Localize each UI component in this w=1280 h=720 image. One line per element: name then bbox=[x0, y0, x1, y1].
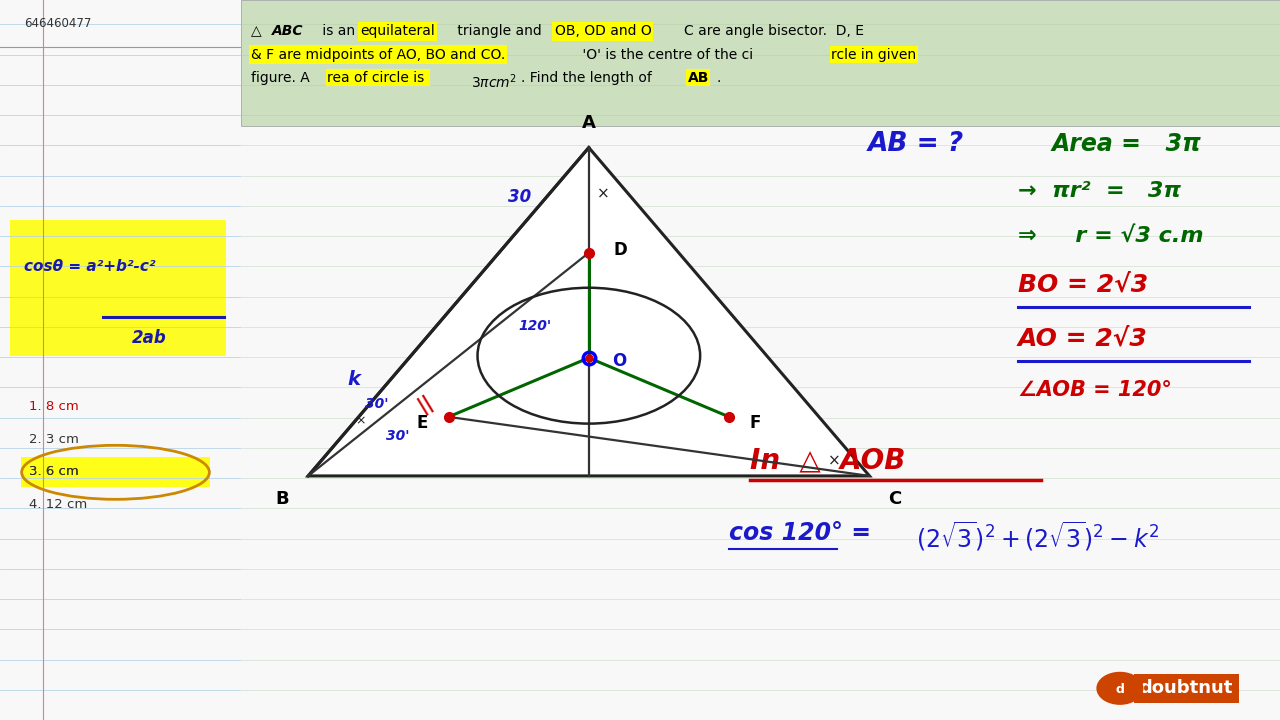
Text: →  πr²  =   3π: → πr² = 3π bbox=[1018, 181, 1181, 201]
Text: cos 120° =: cos 120° = bbox=[730, 521, 872, 545]
Text: ∠AOB = 120°: ∠AOB = 120° bbox=[1018, 380, 1172, 400]
Text: ×: × bbox=[598, 187, 609, 202]
Circle shape bbox=[1097, 672, 1143, 704]
Text: B: B bbox=[276, 490, 289, 508]
Text: E: E bbox=[416, 413, 428, 432]
Text: 4. 12 cm: 4. 12 cm bbox=[29, 498, 87, 510]
Text: AB: AB bbox=[687, 71, 709, 84]
Text: cosθ = a²+b²-c²: cosθ = a²+b²-c² bbox=[24, 259, 156, 274]
Text: 'O' is the centre of the ci: 'O' is the centre of the ci bbox=[579, 48, 754, 61]
Text: 30: 30 bbox=[508, 188, 531, 206]
FancyBboxPatch shape bbox=[241, 0, 1280, 126]
Text: 2ab: 2ab bbox=[132, 329, 168, 347]
FancyBboxPatch shape bbox=[10, 220, 227, 356]
Text: d: d bbox=[1115, 683, 1124, 696]
Text: 1. 8 cm: 1. 8 cm bbox=[29, 400, 78, 413]
Text: k: k bbox=[348, 371, 361, 390]
Text: △: △ bbox=[251, 24, 261, 38]
Text: doubtnut: doubtnut bbox=[1139, 680, 1233, 697]
Text: equilateral: equilateral bbox=[360, 24, 435, 38]
Text: rea of circle is: rea of circle is bbox=[326, 71, 429, 84]
Text: C: C bbox=[888, 490, 901, 508]
Text: In  △  AOB: In △ AOB bbox=[750, 447, 905, 474]
Text: $(2\sqrt{3})^2+(2\sqrt{3})^2-k^2$: $(2\sqrt{3})^2+(2\sqrt{3})^2-k^2$ bbox=[916, 520, 1160, 553]
Text: $3\pi cm^2$: $3\pi cm^2$ bbox=[471, 72, 517, 91]
Text: ×: × bbox=[828, 453, 841, 468]
Text: . Find the length of: . Find the length of bbox=[521, 71, 657, 84]
Text: triangle and: triangle and bbox=[453, 24, 545, 38]
Text: C are angle bisector.  D, E: C are angle bisector. D, E bbox=[685, 24, 864, 38]
Text: A: A bbox=[582, 114, 595, 132]
Text: is an: is an bbox=[317, 24, 360, 38]
Text: figure. A: figure. A bbox=[251, 71, 310, 84]
Text: ×: × bbox=[355, 414, 366, 427]
Text: F: F bbox=[750, 413, 762, 432]
Text: OB, OD and O: OB, OD and O bbox=[554, 24, 652, 38]
Text: 120': 120' bbox=[518, 320, 552, 333]
Text: ||: || bbox=[413, 392, 436, 416]
Text: rcle in given: rcle in given bbox=[831, 48, 916, 61]
Text: O: O bbox=[612, 353, 626, 371]
Text: D: D bbox=[614, 241, 627, 259]
Text: 646460477: 646460477 bbox=[24, 17, 91, 30]
Text: 30': 30' bbox=[365, 397, 389, 410]
Polygon shape bbox=[308, 148, 869, 476]
Text: ⇒     r = √3 c.m: ⇒ r = √3 c.m bbox=[1018, 226, 1203, 246]
Text: 3. 6 cm: 3. 6 cm bbox=[29, 465, 78, 478]
Text: 2. 3 cm: 2. 3 cm bbox=[29, 433, 79, 446]
Text: & F are midpoints of AO, BO and CO.: & F are midpoints of AO, BO and CO. bbox=[251, 48, 506, 61]
FancyBboxPatch shape bbox=[22, 457, 210, 487]
Text: AO = 2√3: AO = 2√3 bbox=[1018, 326, 1148, 351]
Text: 3. 6 cm: 3. 6 cm bbox=[29, 465, 78, 478]
Text: .: . bbox=[717, 71, 721, 84]
Text: BO = 2√3: BO = 2√3 bbox=[1018, 272, 1148, 297]
Text: ABC: ABC bbox=[271, 24, 303, 38]
Text: Area =   3π: Area = 3π bbox=[1051, 132, 1201, 156]
Text: 30': 30' bbox=[387, 429, 410, 443]
Text: AB = ?: AB = ? bbox=[868, 131, 964, 157]
